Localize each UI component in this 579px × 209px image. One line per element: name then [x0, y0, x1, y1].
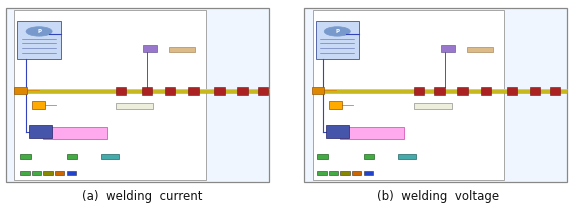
FancyBboxPatch shape — [20, 171, 30, 175]
Text: P: P — [335, 29, 339, 34]
FancyBboxPatch shape — [20, 154, 31, 159]
FancyBboxPatch shape — [6, 8, 269, 182]
FancyBboxPatch shape — [14, 10, 206, 180]
FancyBboxPatch shape — [14, 87, 27, 94]
FancyBboxPatch shape — [165, 87, 175, 95]
FancyBboxPatch shape — [414, 103, 452, 109]
FancyBboxPatch shape — [32, 101, 45, 109]
FancyBboxPatch shape — [364, 171, 373, 175]
FancyBboxPatch shape — [237, 87, 248, 95]
FancyBboxPatch shape — [142, 87, 152, 95]
FancyBboxPatch shape — [317, 171, 327, 175]
FancyBboxPatch shape — [29, 125, 52, 138]
FancyBboxPatch shape — [352, 171, 361, 175]
FancyBboxPatch shape — [364, 154, 374, 159]
FancyBboxPatch shape — [169, 47, 195, 52]
Circle shape — [26, 27, 52, 36]
FancyBboxPatch shape — [550, 87, 560, 95]
FancyBboxPatch shape — [316, 21, 359, 59]
FancyBboxPatch shape — [414, 87, 424, 95]
FancyBboxPatch shape — [313, 10, 504, 180]
FancyBboxPatch shape — [55, 171, 64, 175]
FancyBboxPatch shape — [530, 87, 540, 95]
FancyBboxPatch shape — [329, 101, 342, 109]
FancyBboxPatch shape — [317, 154, 328, 159]
FancyBboxPatch shape — [326, 125, 349, 138]
FancyBboxPatch shape — [43, 127, 107, 139]
FancyBboxPatch shape — [67, 154, 77, 159]
FancyBboxPatch shape — [43, 171, 53, 175]
FancyBboxPatch shape — [434, 87, 445, 95]
FancyBboxPatch shape — [312, 87, 324, 94]
Text: P: P — [37, 29, 41, 34]
FancyBboxPatch shape — [101, 154, 119, 159]
FancyBboxPatch shape — [116, 103, 153, 109]
FancyBboxPatch shape — [116, 87, 126, 95]
FancyBboxPatch shape — [143, 46, 157, 52]
FancyBboxPatch shape — [188, 87, 199, 95]
FancyBboxPatch shape — [340, 171, 350, 175]
FancyBboxPatch shape — [32, 171, 41, 175]
FancyBboxPatch shape — [67, 171, 76, 175]
FancyBboxPatch shape — [340, 127, 404, 139]
FancyBboxPatch shape — [214, 87, 225, 95]
Text: (b)  welding  voltage: (b) welding voltage — [378, 190, 499, 203]
FancyBboxPatch shape — [481, 87, 491, 95]
FancyBboxPatch shape — [467, 47, 493, 52]
FancyBboxPatch shape — [329, 171, 338, 175]
FancyBboxPatch shape — [17, 21, 61, 59]
FancyBboxPatch shape — [457, 87, 468, 95]
Text: (a)  welding  current: (a) welding current — [82, 190, 202, 203]
FancyBboxPatch shape — [258, 87, 268, 95]
FancyBboxPatch shape — [507, 87, 517, 95]
FancyBboxPatch shape — [398, 154, 416, 159]
FancyBboxPatch shape — [441, 46, 456, 52]
Circle shape — [324, 27, 350, 36]
FancyBboxPatch shape — [304, 8, 567, 182]
